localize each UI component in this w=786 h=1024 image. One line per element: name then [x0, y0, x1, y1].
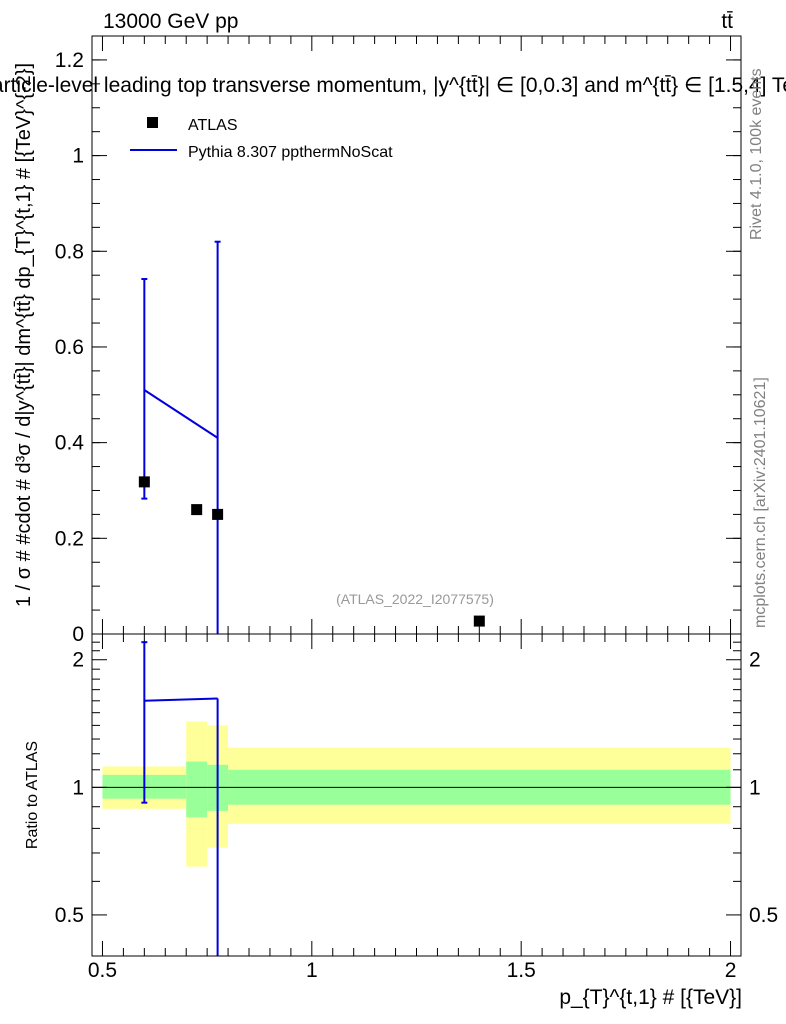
plot-title: Particle-level leading top transverse mo…: [0, 74, 786, 97]
ratio-panel: 0.5 0.5 1 1 2 2 0.5 1 1.5 2 Ratio to ATLAS p_{T}…: [24, 633, 778, 1009]
atlas-data-point: [138, 476, 150, 488]
x-tick-label: 0.5: [88, 959, 117, 982]
main-y-tick-label: 0.4: [55, 432, 85, 455]
ratio-y-tick-label-right: 1: [749, 776, 761, 799]
main-y-tick-label: 0.6: [55, 336, 84, 359]
ratio-y-tick-label: 0.5: [55, 904, 84, 927]
ratio-y-tick-label-right: 0.5: [749, 904, 778, 927]
legend: ATLAS Pythia 8.307 ppthermNoScat: [130, 117, 393, 161]
rivet-label: Rivet 4.1.0, 100k events: [748, 68, 765, 240]
x-axis: 0.5 1 1.5 2: [88, 634, 737, 982]
main-y-tick-label: 0.2: [55, 527, 84, 550]
x-tick-label: 1: [306, 959, 318, 982]
mc-series-line: [143, 389, 219, 439]
main-y-tick-label: 1.2: [55, 49, 84, 72]
main-y-tick-label: 1: [72, 145, 84, 168]
main-y-axis: 0 0.2 0.4 0.6 0.8 1 1.2: [55, 35, 741, 646]
main-y-tick-label: 0.8: [55, 240, 84, 263]
x-axis-label: p_{T}^{t,1} # [{TeV}]: [559, 986, 742, 1009]
atlas-data-point: [473, 615, 485, 627]
x-tick-label: 1.5: [507, 959, 536, 982]
ratio-y-tick-label: 1: [72, 776, 84, 799]
header-left: 13000 GeV pp: [103, 10, 238, 33]
legend-atlas-marker: [147, 117, 158, 128]
header-right: tt̄: [721, 10, 733, 33]
mcplots-label: mcplots.cern.ch [arXiv:2401.10621]: [752, 377, 769, 628]
legend-pythia-label: Pythia 8.307 ppthermNoScat: [188, 144, 393, 161]
atlas-data-point: [212, 508, 224, 520]
main-y-axis-label: 1 / σ # #cdot # d³σ / d|y^{tt̄}| dm^{tt̄…: [13, 63, 35, 607]
main-y-tick-label: 0: [72, 623, 84, 646]
ratio-y-axis: 0.5 0.5 1 1 2 2: [55, 641, 778, 957]
ratio-plot-marks: [141, 641, 219, 956]
ratio-uncertainty-bands: [92, 721, 741, 867]
main-panel: (ATLAS_2022_I2077575) 00.20.40.60.811.2 …: [13, 35, 742, 646]
atlas-data-point: [191, 504, 203, 516]
ratio-y-tick-label-right: 2: [749, 649, 761, 672]
legend-atlas-label: ATLAS: [188, 117, 238, 134]
ratio-band-inner: [186, 761, 208, 818]
ratio-y-axis-label: Ratio to ATLAS: [24, 741, 41, 849]
main-plot-marks: [138, 240, 485, 634]
watermark: (ATLAS_2022_I2077575): [336, 591, 494, 607]
ratio-y-tick-label: 2: [72, 649, 84, 672]
ratio-series-line: [144, 697, 218, 702]
x-tick-label: 2: [725, 959, 737, 982]
